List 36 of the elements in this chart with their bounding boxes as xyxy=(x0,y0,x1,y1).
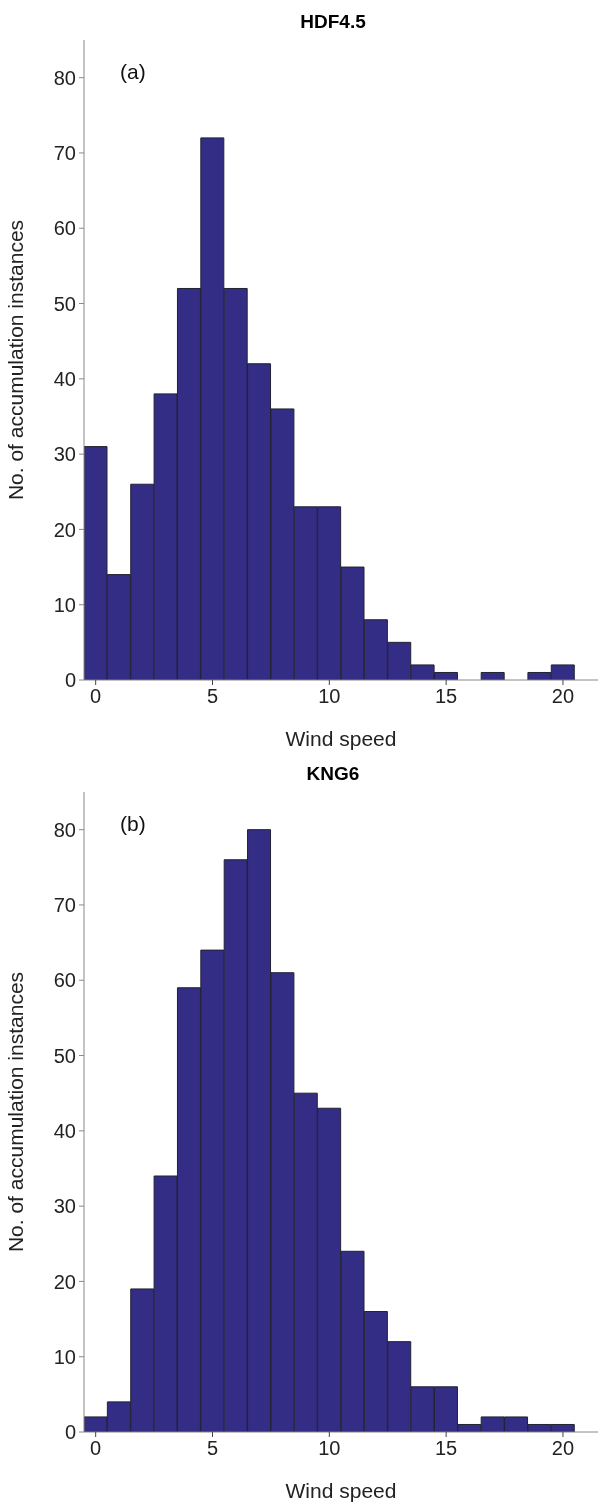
x-tick-label: 0 xyxy=(90,685,102,708)
x-tick-label: 20 xyxy=(551,685,575,708)
chart-title: HDF4.5 xyxy=(299,10,367,34)
y-tick-label: 50 xyxy=(53,292,76,315)
x-tick-label: 5 xyxy=(206,685,219,708)
annotation: (a) xyxy=(120,60,146,84)
y-tick-label: 70 xyxy=(53,894,76,917)
x-tick-label: 10 xyxy=(318,1437,341,1460)
x-tick-label: 10 xyxy=(318,685,341,708)
y-tick-label: 40 xyxy=(53,367,76,390)
x-axis-title: Wind speed xyxy=(285,727,397,750)
y-tick-label: 30 xyxy=(53,443,76,466)
chart-title: KNG6 xyxy=(305,762,361,786)
x-tick-label: 15 xyxy=(435,1437,458,1460)
y-tick-label: 20 xyxy=(53,1270,76,1293)
y-tick-label: 70 xyxy=(53,142,76,165)
y-tick-label: 80 xyxy=(53,818,76,841)
y-tick-label: 0 xyxy=(64,1421,76,1444)
x-axis-title: Wind speed xyxy=(285,1479,397,1502)
x-tick-label: 5 xyxy=(206,1437,219,1460)
y-tick-label: 60 xyxy=(53,969,76,992)
y-tick-label: 80 xyxy=(53,66,76,89)
y-tick-label: 10 xyxy=(53,593,76,616)
y-axis-title: No. of accumulation instances xyxy=(4,971,28,1253)
y-tick-label: 10 xyxy=(53,1345,76,1368)
y-axis-title: No. of accumulation instances xyxy=(4,219,28,501)
x-tick-label: 15 xyxy=(435,685,458,708)
y-tick-label: 40 xyxy=(53,1119,76,1142)
annotation: (b) xyxy=(120,812,146,836)
x-tick-label: 0 xyxy=(90,1437,102,1460)
y-tick-label: 20 xyxy=(53,518,76,541)
y-tick-label: 50 xyxy=(53,1044,76,1067)
x-tick-label: 20 xyxy=(551,1437,575,1460)
y-tick-label: 0 xyxy=(64,669,76,692)
y-tick-label: 60 xyxy=(53,217,76,240)
y-tick-label: 30 xyxy=(53,1195,76,1218)
